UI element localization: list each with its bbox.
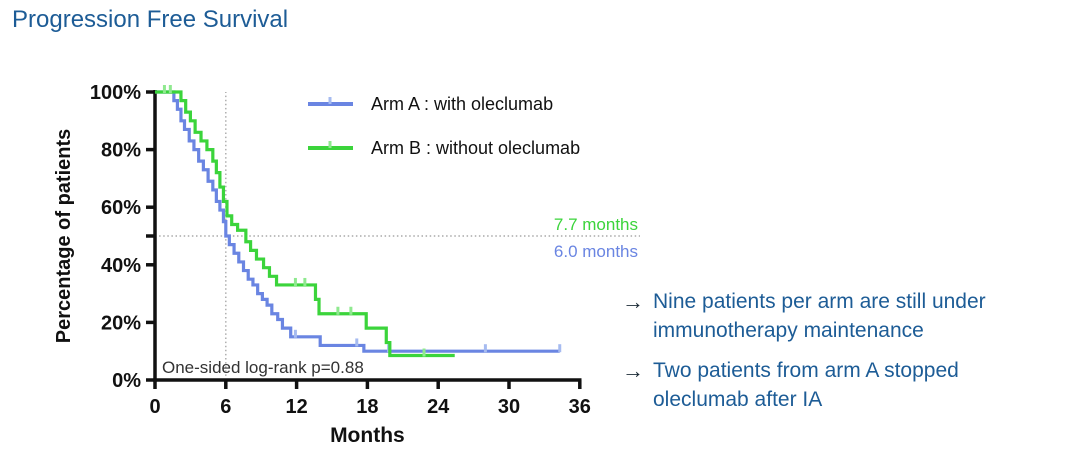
y-tick-label: 60% bbox=[101, 197, 141, 219]
arrow-icon: → bbox=[622, 289, 644, 314]
km-chart-container: 0% 20% 40% 60% 80% 100% 0 6 12 18 24 30 36 Months Perc… bbox=[50, 62, 700, 460]
km-chart: 0% 20% 40% 60% 80% 100% 0 6 12 18 24 30 36 Months Perc… bbox=[53, 82, 640, 447]
x-tick-label: 0 bbox=[149, 396, 160, 418]
annotation-text: Nine patients per arm are still under im… bbox=[653, 290, 986, 342]
survival-curve-arm-a bbox=[155, 90, 560, 353]
x-tick-label: 24 bbox=[427, 396, 450, 418]
y-tick-label: 100% bbox=[90, 82, 141, 104]
y-tick-label: 40% bbox=[101, 255, 141, 277]
x-tick-label: 36 bbox=[569, 396, 591, 418]
x-axis-title: Months bbox=[330, 424, 405, 447]
median-label-arm-a: 6.0 months bbox=[554, 242, 638, 261]
x-tick-label: 18 bbox=[356, 396, 378, 418]
x-tick-label: 12 bbox=[285, 396, 307, 418]
y-axis-title: Percentage of patients bbox=[53, 129, 75, 344]
y-tick-label: 80% bbox=[101, 140, 141, 162]
log-rank-note: One-sided log-rank p=0.88 bbox=[162, 358, 364, 377]
page-title: Progression Free Survival bbox=[12, 6, 289, 33]
annotation-list: → Nine patients per arm are still under … bbox=[622, 288, 1054, 426]
arrow-icon: → bbox=[622, 358, 644, 384]
legend-label: Arm A : with oleclumab bbox=[371, 94, 553, 114]
y-tick-label: 20% bbox=[101, 312, 141, 334]
x-tick-label: 30 bbox=[498, 396, 520, 418]
legend-label: Arm B : without oleclumab bbox=[371, 138, 580, 158]
annotation-text: Two patients from arm A stopped olecluma… bbox=[653, 359, 959, 411]
y-tick-label: 0% bbox=[112, 370, 141, 392]
median-label-arm-b: 7.7 months bbox=[554, 215, 638, 234]
annotation-item: → Two patients from arm A stopped oleclu… bbox=[622, 357, 1054, 414]
survival-curve-arm-b bbox=[155, 90, 455, 358]
x-tick-label: 6 bbox=[220, 396, 231, 418]
annotation-item: → Nine patients per arm are still under … bbox=[622, 288, 1054, 345]
